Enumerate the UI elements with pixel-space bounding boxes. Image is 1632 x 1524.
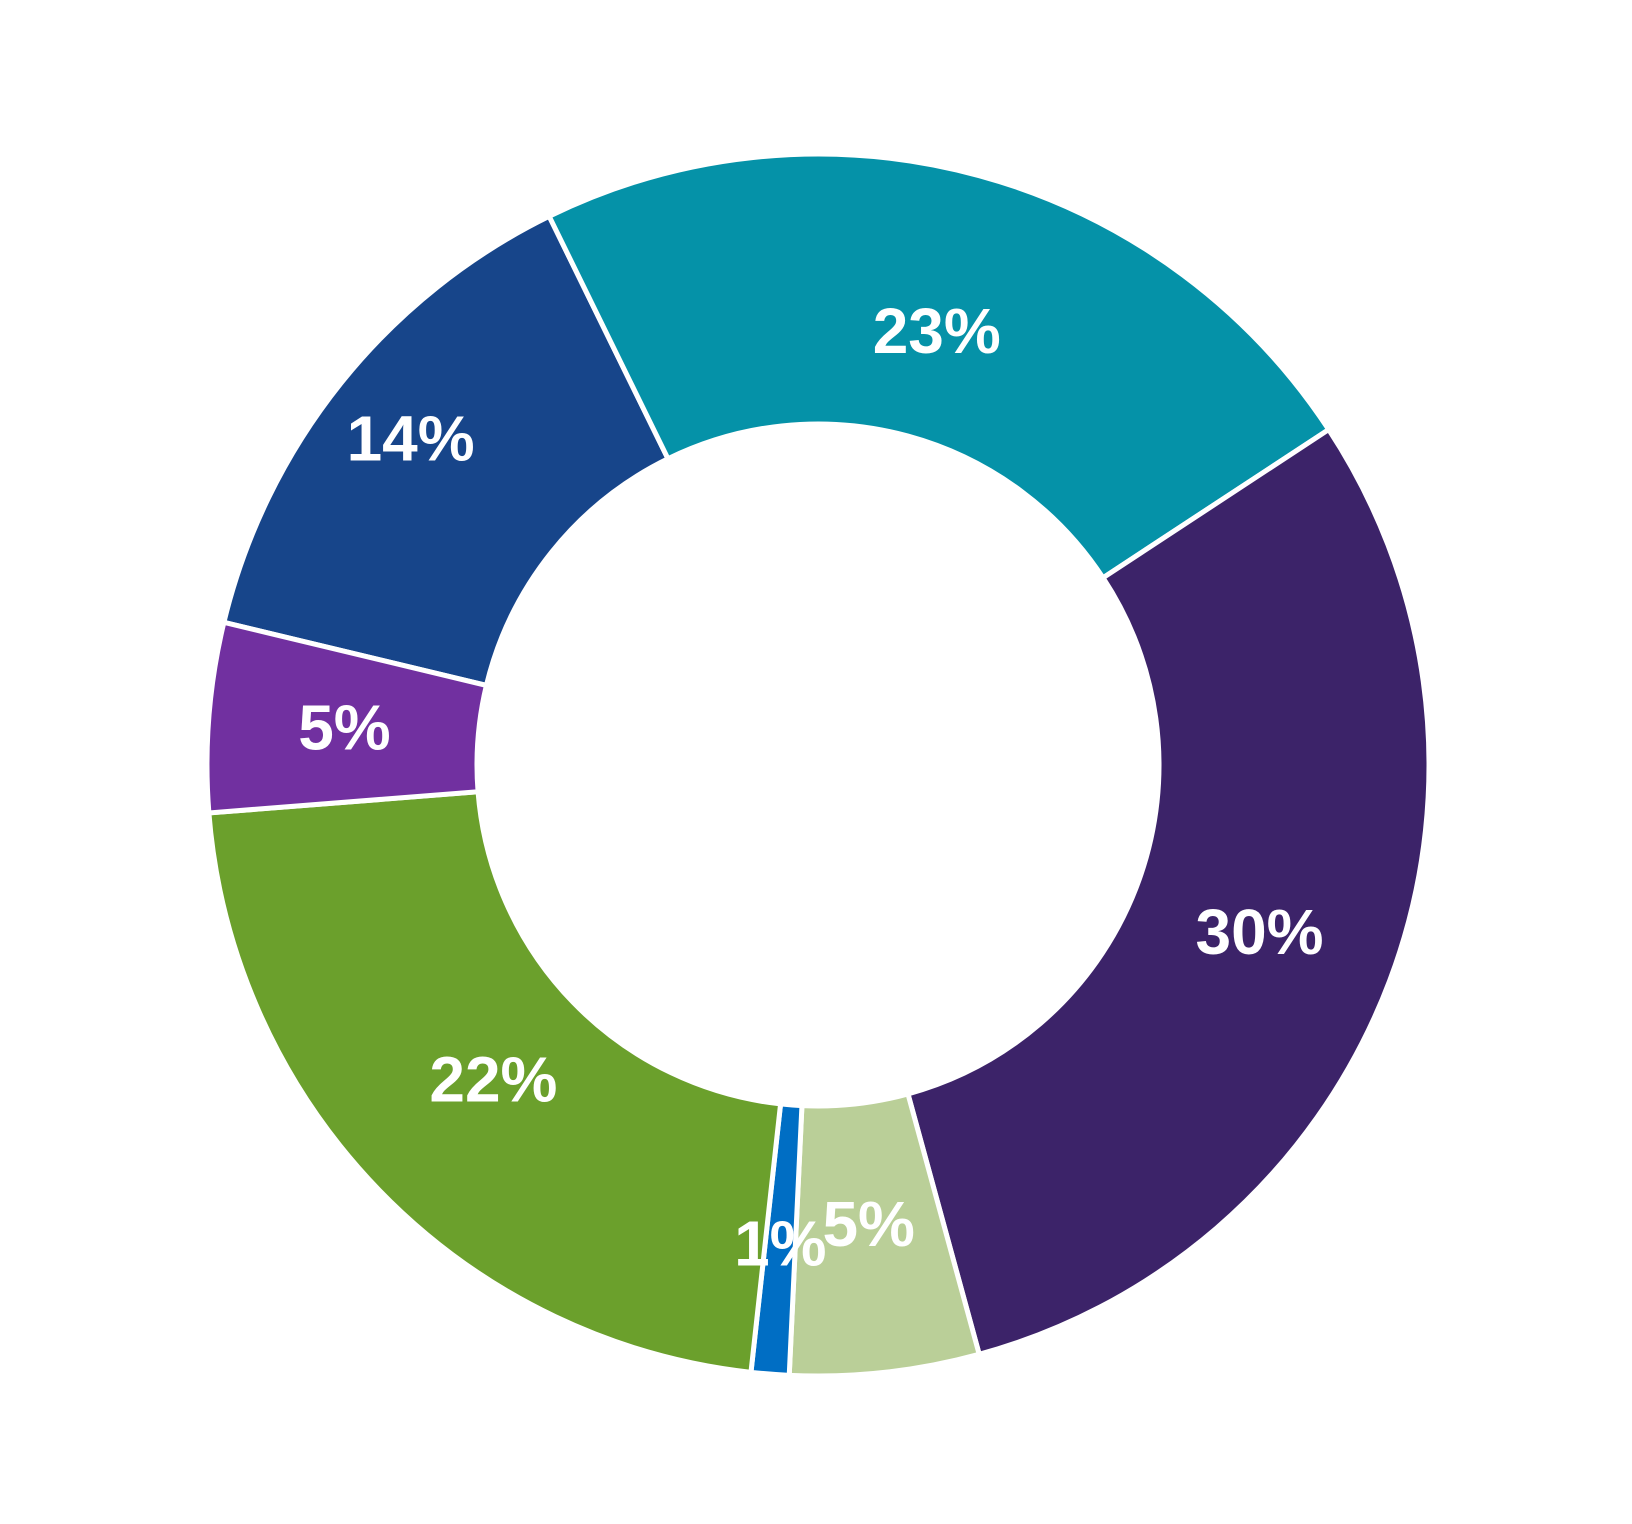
slice-label-4: 5%	[822, 1188, 915, 1260]
donut-slice-7	[204, 619, 490, 816]
donut-slice-3	[904, 426, 1432, 1358]
labels-layer: 14%23%30%5%1%22%5%	[298, 295, 1323, 1280]
slices-layer	[204, 151, 1432, 1379]
donut-slice-6	[206, 789, 784, 1376]
slice-label-7: 5%	[298, 692, 391, 764]
slice-label-3: 30%	[1195, 896, 1323, 968]
donut-slice-1	[220, 212, 672, 689]
slice-label-1: 14%	[347, 403, 475, 475]
slice-label-5: 1%	[734, 1208, 827, 1280]
slice-label-2: 23%	[873, 295, 1001, 367]
donut-slice-2	[545, 151, 1333, 582]
slice-label-6: 22%	[429, 1044, 557, 1116]
